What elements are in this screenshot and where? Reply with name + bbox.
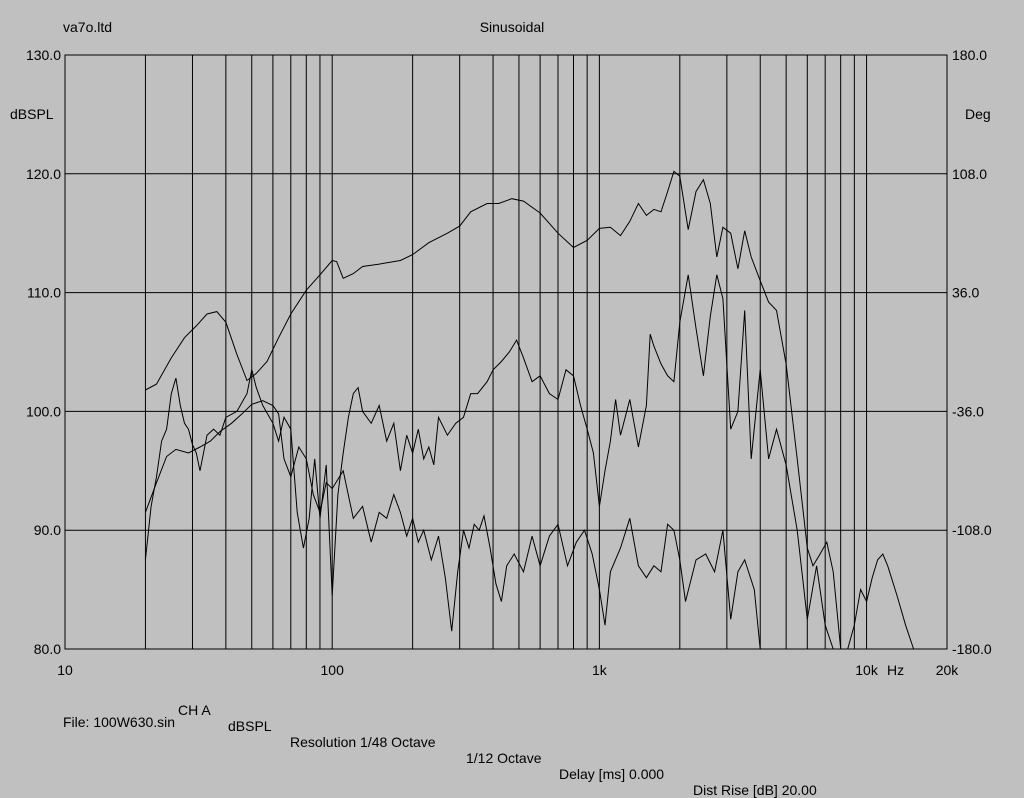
y-tick-label: 90.0: [34, 522, 61, 538]
footer-units: dBSPL: [228, 718, 272, 734]
series-line-2: [144, 400, 761, 650]
y2-tick-label: -180.0: [952, 641, 992, 657]
header-center-title: Sinusoidal: [480, 19, 545, 35]
y-tick-label: 120.0: [26, 166, 61, 182]
x-axis-label: Hz: [887, 662, 904, 678]
footer-file: File: 100W630.sin: [63, 714, 176, 730]
y2-tick-label: 108.0: [952, 166, 987, 182]
footer-dist-rise: Dist Rise [dB] 20.00: [693, 782, 817, 798]
plot-area: [64, 54, 948, 650]
y-tick-label: 130.0: [26, 47, 61, 63]
y2-tick-label: -36.0: [952, 403, 984, 419]
x-tick-label: 20k: [936, 662, 960, 678]
footer-status: CH A dBSPL Resolution 1/48 Octave 1/12 O…: [0, 686, 1024, 798]
footer-channel: CH A: [178, 702, 211, 718]
x-tick-label: 10k: [855, 662, 879, 678]
x-tick-label: 1k: [592, 662, 608, 678]
grid-lines: 80.0 90.0 100.0 110.0 120.0 130.0 -180.0 -108.0…: [26, 47, 992, 678]
frequency-response-chart: 80.0 90.0 100.0 110.0 120.0 130.0 -180.0 -108.0…: [10, 19, 992, 678]
header-left-title: va7o.ltd: [63, 19, 112, 35]
series-line-1: [145, 170, 842, 650]
y-tick-label: 110.0: [27, 285, 61, 301]
footer-delay: Delay [ms] 0.000: [559, 766, 665, 782]
axis-labels: va7o.ltd Sinusoidal dBSPL Deg Hz: [10, 19, 991, 678]
y-axis-label: dBSPL: [10, 106, 54, 122]
y2-axis-label: Deg: [965, 106, 991, 122]
series-line-3: [144, 274, 834, 650]
y-tick-label: 80.0: [34, 641, 61, 657]
series-line-4: [847, 553, 915, 650]
x-tick-label: 10: [57, 662, 73, 678]
footer-resolution: Resolution 1/48 Octave: [290, 734, 436, 750]
y2-tick-label: 36.0: [952, 285, 979, 301]
series-group: [144, 170, 915, 650]
y-tick-label: 100.0: [26, 403, 61, 419]
footer-smoothing: 1/12 Octave: [466, 750, 542, 766]
y2-tick-label: -108.0: [952, 522, 992, 538]
x-tick-label: 100: [321, 662, 345, 678]
y2-tick-label: 180.0: [952, 47, 987, 63]
